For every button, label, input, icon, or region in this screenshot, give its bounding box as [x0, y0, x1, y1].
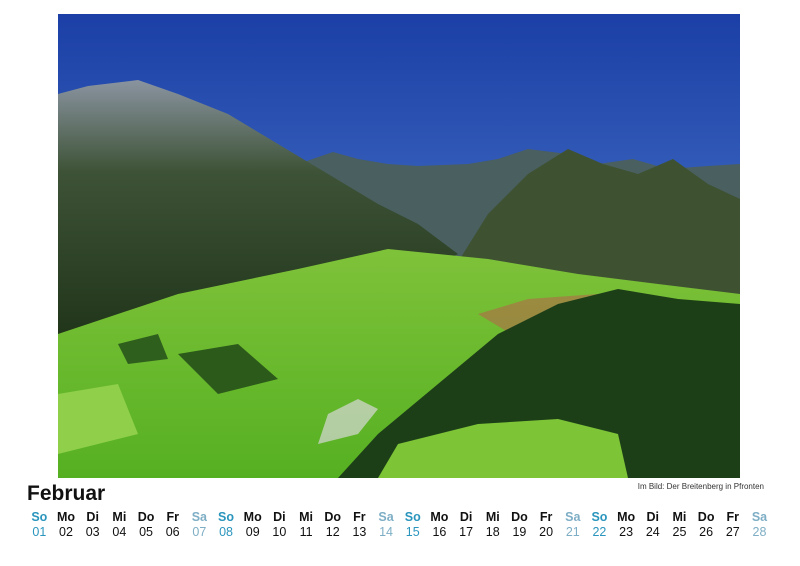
- day-name: Fr: [353, 510, 366, 524]
- day-number: 27: [725, 525, 740, 539]
- day-cell: So 01: [26, 510, 53, 540]
- day-number: 17: [459, 525, 474, 539]
- day-name: Mi: [112, 510, 127, 524]
- day-number: 05: [139, 525, 153, 539]
- day-name: Do: [324, 510, 342, 524]
- photo-caption: Im Bild: Der Breitenberg in Pfronten: [637, 482, 764, 491]
- day-number: 25: [672, 525, 687, 539]
- day-cell: Fr 13: [346, 510, 373, 540]
- day-cell: Do 12: [319, 510, 346, 540]
- day-cell: Mo 16: [426, 510, 453, 540]
- day-name: Mo: [243, 510, 262, 524]
- day-name: Di: [459, 510, 473, 524]
- day-cell: Mi 18: [479, 510, 506, 540]
- landscape-photo: [58, 14, 740, 478]
- day-number: 22: [592, 525, 607, 539]
- day-name: Mi: [672, 510, 687, 524]
- day-number: 16: [432, 525, 447, 539]
- day-number: 06: [165, 525, 180, 539]
- day-name: Sa: [378, 510, 394, 524]
- day-name: Di: [273, 510, 286, 524]
- day-cell: So 22: [586, 510, 613, 540]
- day-number: 24: [645, 525, 660, 539]
- day-cell: Do 19: [506, 510, 533, 540]
- day-number: 15: [405, 525, 420, 539]
- day-cell: Do 05: [133, 510, 160, 540]
- day-strip: So 01 Mo 02 Di 03 Mi 04 Do 05 Fr 06 Sa 07 So 08 Mo 09 Di 10…: [26, 510, 773, 540]
- day-name: Mi: [299, 510, 313, 524]
- day-number: 08: [219, 525, 233, 539]
- day-name: Mo: [430, 510, 449, 524]
- month-title: Februar: [27, 482, 106, 505]
- day-number: 21: [565, 525, 580, 539]
- day-number: 04: [112, 525, 127, 539]
- day-number: 26: [699, 525, 714, 539]
- day-cell: Mi 25: [666, 510, 693, 540]
- day-cell: Do 26: [693, 510, 720, 540]
- day-number: 19: [512, 525, 527, 539]
- day-cell: Di 03: [79, 510, 106, 540]
- day-number: 03: [85, 525, 100, 539]
- day-name: Fr: [726, 510, 740, 524]
- day-number: 14: [379, 525, 394, 539]
- day-name: Mo: [56, 510, 76, 524]
- day-name: Sa: [191, 510, 208, 524]
- day-cell: Di 17: [453, 510, 480, 540]
- day-cell: Sa 14: [373, 510, 400, 540]
- day-cell: Mi 11: [293, 510, 320, 540]
- day-name: So: [591, 510, 608, 524]
- day-name: Do: [697, 510, 715, 524]
- day-number: 01: [32, 525, 47, 539]
- day-name: So: [404, 510, 421, 524]
- day-name: Sa: [751, 510, 768, 524]
- day-name: Mi: [485, 510, 500, 524]
- day-cell: Mo 23: [613, 510, 640, 540]
- day-cell: Mo 02: [53, 510, 80, 540]
- day-number: 10: [272, 525, 287, 539]
- day-name: Fr: [166, 510, 179, 524]
- day-name: Di: [86, 510, 99, 524]
- day-name: Mo: [617, 510, 636, 524]
- day-number: 09: [245, 525, 260, 539]
- day-number: 13: [352, 525, 367, 539]
- day-name: Sa: [565, 510, 581, 524]
- day-number: 07: [192, 525, 207, 539]
- day-cell: So 08: [213, 510, 240, 540]
- day-name: Do: [511, 510, 528, 524]
- day-number: 12: [325, 525, 340, 539]
- day-number: 11: [299, 525, 313, 539]
- day-cell: Sa 21: [559, 510, 586, 540]
- day-cell: Fr 06: [159, 510, 186, 540]
- day-number: 28: [752, 525, 767, 539]
- day-name: Fr: [539, 510, 553, 524]
- day-number: 02: [59, 525, 73, 539]
- day-number: 20: [539, 525, 554, 539]
- day-cell: Di 10: [266, 510, 293, 540]
- day-cell: Mo 09: [239, 510, 266, 540]
- day-cell: Fr 20: [533, 510, 560, 540]
- day-cell: Sa 28: [746, 510, 773, 540]
- day-name: Di: [646, 510, 660, 524]
- day-number: 18: [485, 525, 500, 539]
- day-cell: Di 24: [639, 510, 666, 540]
- day-name: So: [31, 510, 48, 524]
- day-cell: Fr 27: [719, 510, 746, 540]
- day-cell: So 15: [399, 510, 426, 540]
- day-cell: Sa 07: [186, 510, 213, 540]
- day-number: 23: [619, 525, 634, 539]
- day-cell: Mi 04: [106, 510, 133, 540]
- day-name: So: [218, 510, 235, 524]
- day-name: Do: [137, 510, 155, 524]
